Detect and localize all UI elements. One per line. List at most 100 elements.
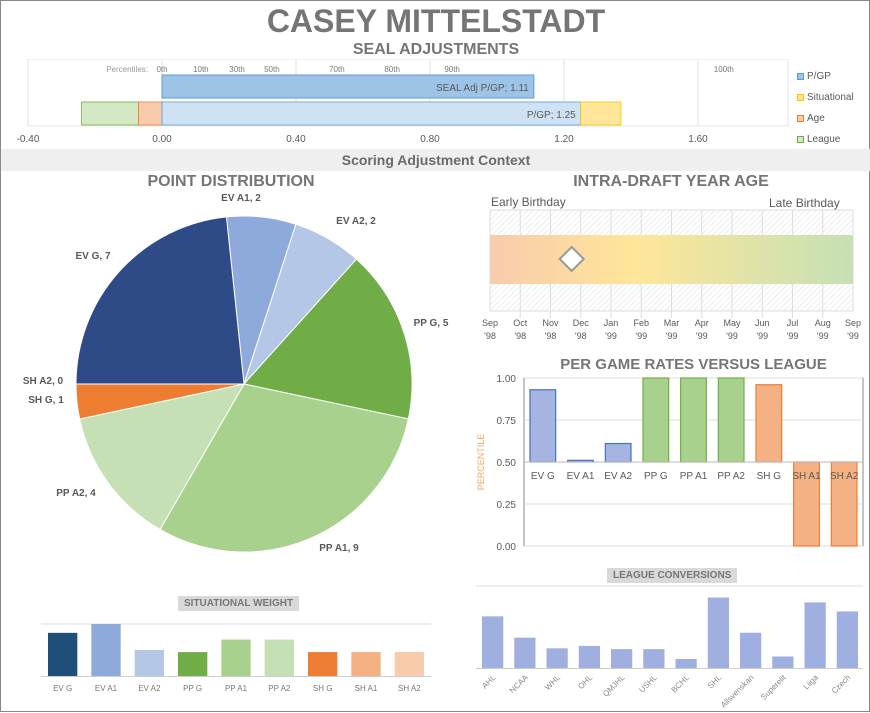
pie-slice-label: PP A1, 9 (319, 543, 359, 554)
month-label: Oct '98 (513, 318, 528, 341)
bar (611, 649, 633, 668)
bar (836, 611, 858, 668)
legend-label: Age (807, 113, 825, 124)
seal-component-bar-league (81, 101, 139, 126)
bar (48, 632, 78, 676)
percentile-label: 90th (444, 65, 460, 74)
situational-weight-title: SITUATIONAL WEIGHT (178, 596, 300, 611)
bar (680, 377, 707, 463)
percentile-label: 50th (264, 65, 280, 74)
pgp-label: P/GP; 1.25 (527, 110, 576, 121)
bar (578, 645, 600, 668)
situational-weight-chart: EV G EV A1 EV A2 PP G PP A1 PP A2 SH G SH A1 SH … (41, 623, 431, 691)
month-label: May '99 (723, 318, 741, 341)
bar (134, 650, 164, 676)
seal-adjustments-chart: -0.40 0.00 0.40 0.80 1.20 1.60 Percentiles: 0th… (17, 59, 789, 145)
pie-slice (75, 216, 245, 385)
legend-item: Situational (797, 92, 854, 103)
x-tick-label: SH A2 (830, 471, 859, 482)
per-game-rates-chart: 0.00 0.25 0.50 0.75 1.00 PERCENTILE EV G EV A1 E… (476, 374, 864, 553)
x-tick-label: EV A1 (95, 684, 118, 691)
legend-label: Situational (807, 92, 854, 103)
y-tick-label: 0.00 (497, 542, 517, 553)
x-tick-label: SH A1 (792, 471, 821, 482)
page-title: CASEY MITTELSTADT (266, 3, 606, 39)
month-label: Aug '99 (815, 318, 831, 341)
x-tick-label: PP A1 (680, 471, 708, 482)
bar (221, 639, 251, 676)
y-axis-label: PERCENTILE (476, 434, 486, 491)
bar (642, 377, 670, 463)
x-tick-label: SHL (706, 673, 724, 691)
x-tick-label: USHL (637, 673, 659, 695)
x-tick-label: 0.40 (286, 134, 306, 145)
early-birthday-label: Early Birthday (491, 195, 566, 209)
pie-title: POINT DISTRIBUTION (147, 173, 315, 190)
percentile-label: 80th (384, 65, 400, 74)
x-tick-label: SH G (757, 471, 782, 482)
bar (755, 384, 783, 463)
x-tick-label: EV A1 (567, 471, 595, 482)
intra-draft-age-chart: Sep '98 Oct '98 Nov '98 Dec '98 Jan '99 Feb '99 Mar '… (482, 209, 861, 341)
x-tick-label: SH A2 (398, 684, 421, 691)
legend-swatch (797, 73, 804, 80)
seal-component-bar-pgp (161, 101, 582, 126)
x-tick-label: SH A1 (355, 684, 378, 691)
x-tick-label: EV A2 (138, 684, 161, 691)
pie-slice-label: PP G, 5 (414, 318, 449, 329)
legend-item: League (797, 134, 840, 145)
bar (793, 461, 820, 547)
pie-slice-label: EV G, 7 (75, 251, 110, 262)
x-tick-label: 0.80 (420, 134, 440, 145)
bar (772, 656, 794, 668)
x-tick-label: EV A2 (604, 471, 632, 482)
percentile-label: 70th (329, 65, 345, 74)
x-tick-label: Allsvenskan (719, 673, 756, 710)
x-tick-label: 1.60 (688, 134, 708, 145)
y-tick-label: 0.50 (497, 458, 517, 469)
legend-item: Age (797, 113, 825, 124)
bar (643, 649, 665, 668)
percentile-label: 0th (156, 65, 167, 74)
y-tick-label: 0.25 (497, 500, 517, 511)
bar (308, 652, 338, 676)
seal-adj-bar (161, 74, 535, 99)
percentiles-label: Percentiles: (106, 65, 148, 74)
x-tick-label: WHL (543, 673, 562, 692)
bar (546, 648, 568, 668)
percentile-label: 100th (714, 65, 734, 74)
x-tick-label: Superelit (759, 673, 788, 702)
pie-slice (79, 383, 245, 531)
legend-swatch (797, 136, 804, 143)
x-tick-label: BCHL (670, 673, 692, 695)
x-tick-label: PP G (183, 684, 202, 691)
y-tick-label: 1.00 (497, 374, 517, 385)
seal-component-bar-situational (580, 101, 622, 126)
month-label: Dec '98 (573, 318, 590, 341)
month-label: Nov '98 (542, 318, 559, 341)
late-birthday-label: Late Birthday (769, 196, 840, 210)
bar (804, 602, 826, 668)
bar (394, 652, 424, 676)
bar (740, 632, 762, 668)
legend-item: P/GP (797, 71, 831, 82)
month-label: Mar '99 (664, 318, 680, 341)
x-tick-label: SH G (313, 684, 333, 691)
birthday-marker-diamond (558, 245, 586, 273)
legend-swatch (797, 115, 804, 122)
bar (514, 637, 536, 668)
x-tick-label: OHL (576, 673, 594, 691)
bar (717, 377, 745, 463)
league-conversions-title: LEAGUE CONVERSIONS (607, 568, 738, 583)
pie-slice-label: SH A2, 0 (23, 376, 64, 387)
x-tick-label: Czech (830, 673, 852, 695)
bar (178, 652, 208, 676)
seal-adj-label: SEAL Adj P/GP; 1.11 (436, 83, 529, 94)
pie-slice-label: PP A2, 4 (56, 488, 96, 499)
x-tick-label: PP A2 (268, 684, 291, 691)
month-label: Feb '99 (633, 318, 649, 341)
x-tick-label: QMJHL (601, 673, 627, 699)
age-gradient-band (490, 235, 853, 284)
x-tick-label: AHL (480, 673, 498, 691)
month-label: Apr '99 (695, 318, 709, 341)
